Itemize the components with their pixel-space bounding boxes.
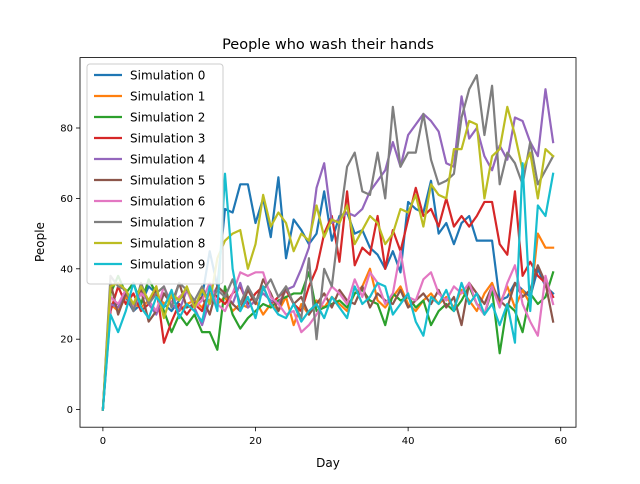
y-tick-label: 0 (67, 405, 73, 416)
series-line-simulation-3 (101, 186, 555, 411)
legend-label-simulation-1: Simulation 1 (130, 90, 205, 104)
chart-title: People who wash their hands (222, 37, 434, 53)
y-tick-label: 40 (60, 264, 73, 275)
legend-label-simulation-2: Simulation 2 (130, 111, 205, 125)
legend-label-simulation-5: Simulation 5 (130, 174, 205, 188)
legend-label-simulation-6: Simulation 6 (130, 195, 205, 209)
x-tick-label: 0 (100, 436, 106, 447)
x-axis: 0 20 40 60 (100, 427, 567, 447)
x-tick-label: 60 (554, 436, 567, 447)
legend: Simulation 0 Simulation 1 Simulation 2 Simu… (86, 63, 224, 285)
series-layer (101, 74, 555, 411)
series-line-simulation-9 (101, 162, 555, 411)
x-axis-label: Day (316, 456, 340, 470)
x-tick-label: 40 (402, 436, 415, 447)
plot-frame (79, 57, 577, 428)
legend-label-simulation-9: Simulation 9 (130, 258, 205, 272)
legend-label-simulation-0: Simulation 0 (130, 69, 205, 83)
legend-label-simulation-4: Simulation 4 (130, 153, 205, 167)
y-tick-label: 80 (60, 124, 73, 135)
y-axis-label: People (33, 222, 47, 262)
x-tick-label: 20 (249, 436, 262, 447)
y-tick-label: 60 (60, 194, 73, 205)
y-axis: 0 20 40 60 80 (60, 124, 80, 416)
series-line-simulation-0 (101, 176, 555, 411)
series-line-simulation-8 (101, 105, 555, 411)
legend-frame (86, 63, 224, 285)
series-line-simulation-7 (101, 74, 555, 411)
legend-label-simulation-7: Simulation 7 (130, 216, 205, 230)
legend-label-simulation-3: Simulation 3 (130, 132, 205, 146)
legend-label-simulation-8: Simulation 8 (130, 237, 205, 251)
y-tick-label: 20 (60, 335, 73, 346)
